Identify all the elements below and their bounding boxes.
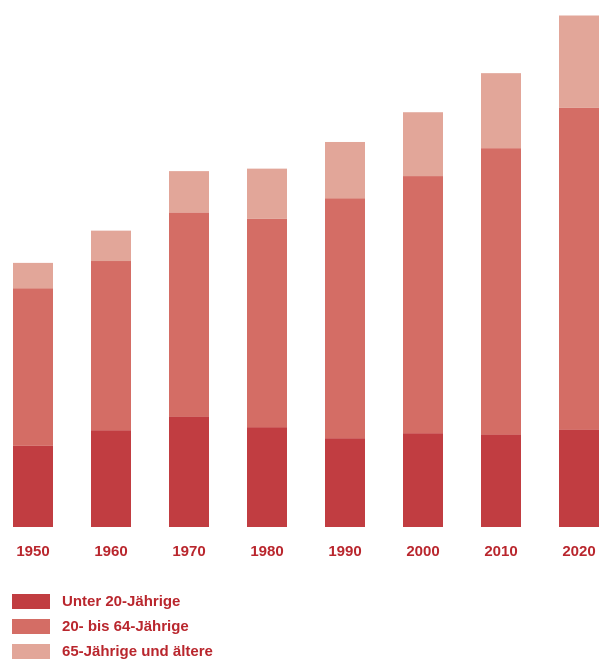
- bar-2020-unter-20-jaehrige: [559, 429, 599, 527]
- legend-item-20-bis-64-jaehrige: 20- bis 64-Jährige: [12, 615, 412, 637]
- bars-group: [13, 15, 599, 527]
- legend-label: 65-Jährige und ältere: [62, 642, 213, 660]
- bar-1980-20-bis-64-jaehrige: [247, 218, 287, 428]
- bar-1950-65-jaehrige-und-aeltere: [13, 262, 53, 289]
- stacked-bar-chart: 1950 1960 1970 1980 1990 2000 2010 2020: [13, 15, 599, 560]
- legend-label: 20- bis 64-Jährige: [62, 617, 189, 635]
- legend-item-unter-20-jaehrige: Unter 20-Jährige: [12, 590, 412, 612]
- x-axis-tick-labels: 1950 1960 1970 1980 1990 2000 2010 2020: [16, 543, 595, 560]
- legend-label: Unter 20-Jährige: [62, 592, 181, 610]
- bar-1960-65-jaehrige-und-aeltere: [91, 230, 131, 262]
- bar-1980-unter-20-jaehrige: [247, 427, 287, 527]
- x-tick-label-1980: 1980: [250, 543, 283, 560]
- bar-1950-unter-20-jaehrige: [13, 445, 53, 527]
- bar-1960-20-bis-64-jaehrige: [91, 261, 131, 431]
- x-tick-label-1960: 1960: [94, 543, 127, 560]
- bar-1990-65-jaehrige-und-aeltere: [325, 141, 365, 199]
- legend-swatch: [12, 593, 50, 609]
- legend: Unter 20-Jährige 20- bis 64-Jährige 65-Jäh…: [12, 590, 412, 665]
- legend-swatch: [12, 643, 50, 659]
- bar-2000-20-bis-64-jaehrige: [403, 176, 443, 434]
- x-tick-label-2020: 2020: [562, 543, 595, 560]
- legend-swatch: [12, 618, 50, 634]
- bar-1980-65-jaehrige-und-aeltere: [247, 168, 287, 219]
- bar-2020-20-bis-64-jaehrige: [559, 107, 599, 430]
- bar-1960-unter-20-jaehrige: [91, 430, 131, 527]
- bar-2000-unter-20-jaehrige: [403, 433, 443, 527]
- bar-2000-65-jaehrige-und-aeltere: [403, 112, 443, 177]
- x-tick-label-2000: 2000: [406, 543, 439, 560]
- bar-1990-20-bis-64-jaehrige: [325, 198, 365, 439]
- x-tick-label-1970: 1970: [172, 543, 205, 560]
- bar-1970-20-bis-64-jaehrige: [169, 212, 209, 417]
- legend-item-65-jaehrige-und-aeltere: 65-Jährige und ältere: [12, 640, 412, 662]
- bar-2010-unter-20-jaehrige: [481, 434, 521, 527]
- bar-1970-65-jaehrige-und-aeltere: [169, 171, 209, 213]
- bar-2010-65-jaehrige-und-aeltere: [481, 73, 521, 149]
- x-tick-label-2010: 2010: [484, 543, 517, 560]
- bar-1970-unter-20-jaehrige: [169, 416, 209, 527]
- x-tick-label-1950: 1950: [16, 543, 49, 560]
- x-tick-label-1990: 1990: [328, 543, 361, 560]
- bar-1950-20-bis-64-jaehrige: [13, 288, 53, 446]
- bar-1990-unter-20-jaehrige: [325, 438, 365, 527]
- bar-2010-20-bis-64-jaehrige: [481, 148, 521, 435]
- bar-2020-65-jaehrige-und-aeltere: [559, 15, 599, 108]
